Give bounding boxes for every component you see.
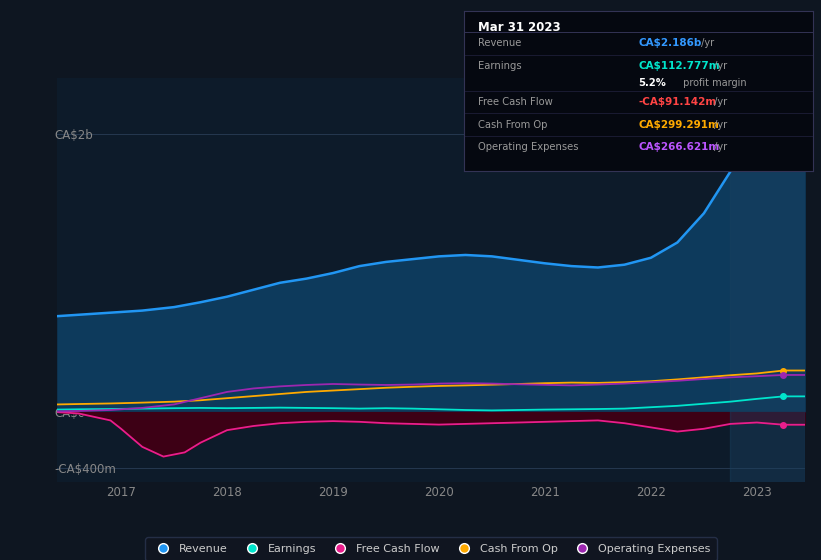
Text: CA$266.621m: CA$266.621m (639, 142, 719, 152)
Text: Operating Expenses: Operating Expenses (478, 142, 578, 152)
Text: /yr: /yr (711, 120, 727, 130)
Text: Mar 31 2023: Mar 31 2023 (478, 21, 561, 34)
Text: -CA$91.142m: -CA$91.142m (639, 97, 717, 107)
Text: CA$2.186b: CA$2.186b (639, 38, 702, 48)
Text: CA$112.777m: CA$112.777m (639, 61, 720, 71)
Text: 5.2%: 5.2% (639, 78, 666, 87)
Text: /yr: /yr (711, 97, 727, 107)
Bar (731, 64, 805, 496)
Text: profit margin: profit margin (680, 78, 747, 87)
Legend: Revenue, Earnings, Free Cash Flow, Cash From Op, Operating Expenses: Revenue, Earnings, Free Cash Flow, Cash … (145, 538, 717, 560)
Text: CA$299.291m: CA$299.291m (639, 120, 719, 130)
Text: /yr: /yr (699, 38, 714, 48)
Text: /yr: /yr (711, 142, 727, 152)
Text: Cash From Op: Cash From Op (478, 120, 548, 130)
Text: /yr: /yr (711, 61, 727, 71)
Text: Earnings: Earnings (478, 61, 521, 71)
Text: Revenue: Revenue (478, 38, 521, 48)
Text: Free Cash Flow: Free Cash Flow (478, 97, 553, 107)
